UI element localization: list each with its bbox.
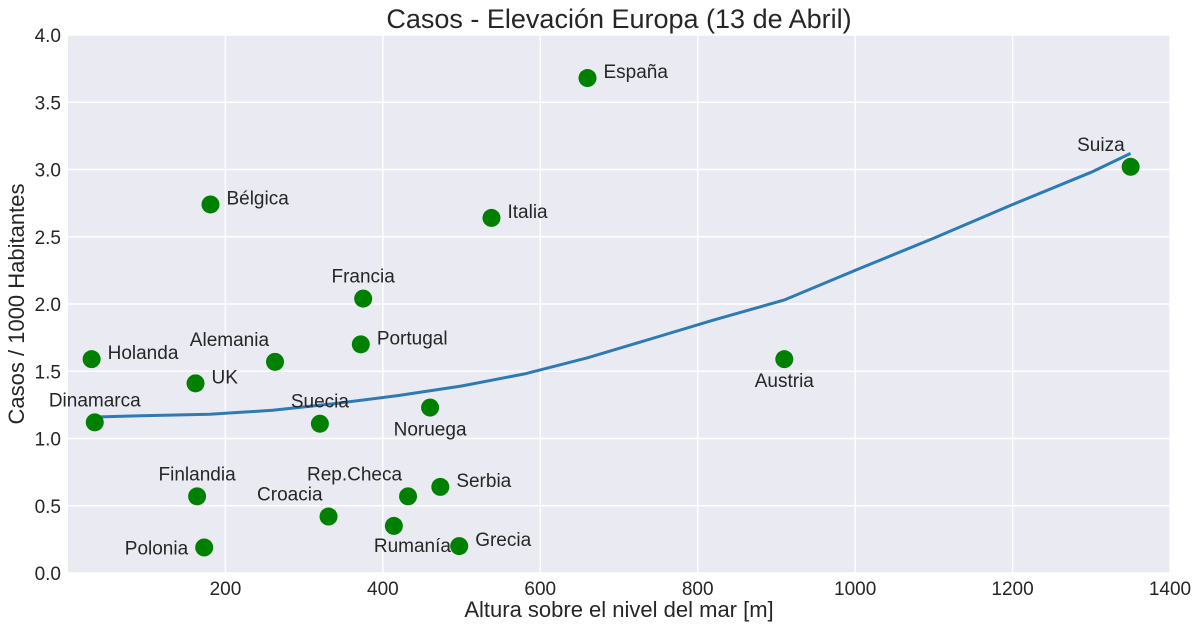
x-tick-label: 200: [210, 579, 242, 600]
data-point-labels: España Suiza Bélgica Italia Francia Portugal H…: [49, 62, 1125, 559]
data-point-label: Bélgica: [226, 188, 289, 209]
trend-line: [94, 152, 1132, 419]
y-tick-labels: 0.0 0.5 1.0 1.5 2.0 2.5 3.0 3.5 4.0: [35, 26, 61, 585]
data-point-label: UK: [212, 367, 239, 388]
data-point-label: Dinamarca: [49, 390, 141, 411]
data-point-label: Suecia: [291, 392, 350, 413]
data-point: [319, 507, 338, 526]
data-point-label: Noruega: [394, 420, 467, 441]
data-point-label: Holanda: [108, 343, 179, 364]
data-point-label: Rep.Checa: [307, 464, 402, 485]
chart-title: Casos - Elevación Europa (13 de Abril): [386, 4, 851, 34]
y-tick-label: 3.0: [35, 161, 61, 182]
y-tick-label: 3.5: [35, 93, 61, 114]
data-point: [354, 289, 373, 308]
x-tick-label: 1200: [991, 579, 1033, 600]
x-tick-label: 600: [524, 579, 556, 600]
y-tick-label: 1.0: [35, 430, 61, 451]
data-point-label: España: [604, 62, 669, 83]
x-axis-label: Altura sobre el nivel del mar [m]: [464, 597, 773, 622]
data-point-label: Serbia: [456, 471, 511, 492]
y-tick-label: 1.5: [35, 362, 61, 383]
x-tick-label: 1000: [834, 579, 876, 600]
data-point: [384, 516, 403, 535]
data-point-label: Portugal: [377, 328, 448, 349]
data-point-label: Grecia: [475, 530, 531, 551]
data-point: [310, 414, 329, 433]
data-point: [1121, 157, 1140, 176]
data-point: [266, 352, 285, 371]
data-point: [85, 413, 104, 432]
data-point: [431, 477, 450, 496]
data-point: [201, 195, 220, 214]
x-tick-label: 800: [682, 579, 714, 600]
data-point: [82, 350, 101, 369]
data-point-label: Rumanía: [374, 536, 452, 557]
y-tick-label: 2.0: [35, 295, 61, 316]
y-grid: [68, 34, 1170, 574]
data-point: [775, 350, 794, 369]
data-point-label: Italia: [507, 202, 548, 223]
data-point-label: Suiza: [1077, 135, 1125, 156]
data-points: [82, 69, 1140, 557]
data-point-label: Francia: [331, 267, 395, 288]
data-point: [578, 69, 597, 88]
x-tick-label: 1400: [1149, 579, 1191, 600]
y-tick-label: 2.5: [35, 228, 61, 249]
x-tick-labels: 200 400 600 800 1000 1200 1400: [210, 579, 1192, 600]
y-tick-label: 0.5: [35, 497, 61, 518]
data-point: [482, 208, 501, 227]
data-point: [450, 537, 469, 556]
data-point-label: Croacia: [257, 485, 323, 506]
data-point-label: Polonia: [125, 538, 189, 559]
data-point: [195, 538, 214, 557]
data-point-label: Finlandia: [159, 464, 237, 485]
data-point-label: Austria: [755, 371, 815, 392]
data-point: [399, 487, 418, 506]
y-tick-label: 0.0: [35, 564, 61, 585]
data-point: [351, 335, 370, 354]
y-tick-label: 4.0: [35, 26, 61, 47]
y-axis-label: Casos / 1000 Habitantes: [4, 184, 29, 425]
data-point: [188, 487, 207, 506]
data-point: [186, 374, 205, 393]
data-point: [421, 398, 440, 417]
x-tick-label: 400: [367, 579, 399, 600]
data-point-label: Alemania: [190, 330, 270, 351]
